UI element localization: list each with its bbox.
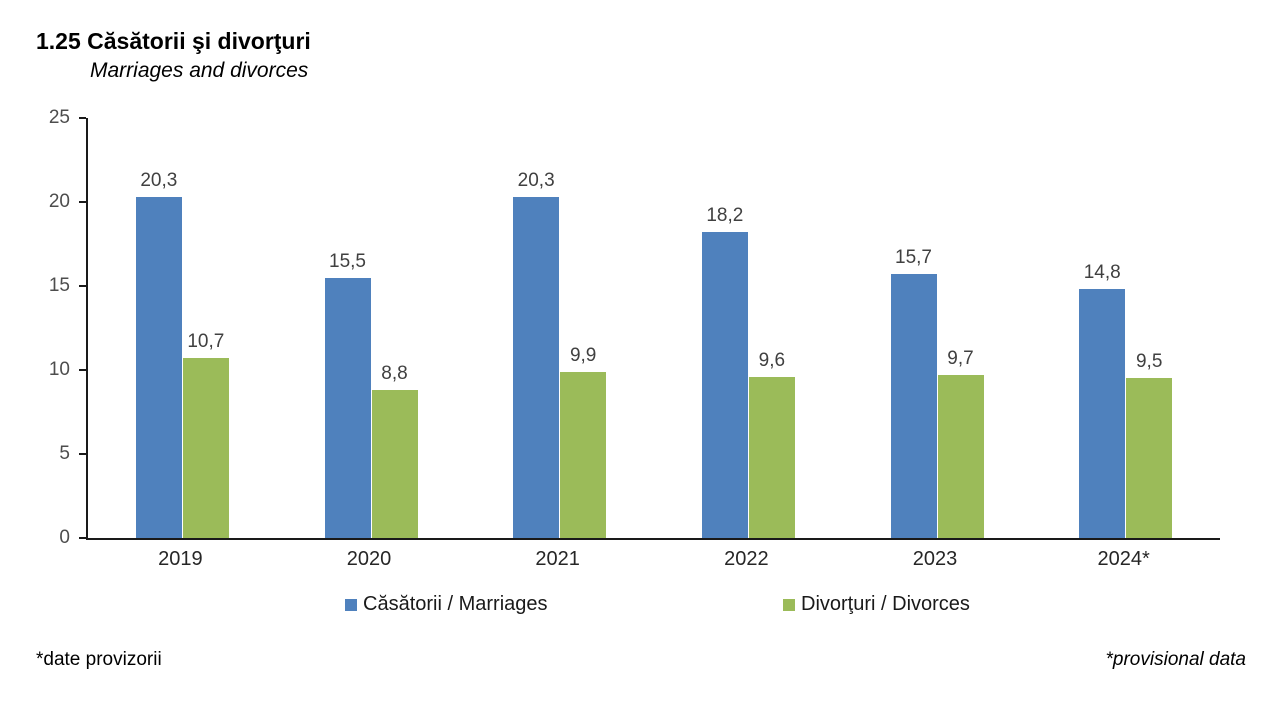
bar (937, 375, 984, 538)
y-tick-label: 20 (48, 191, 70, 212)
y-tick-mark (79, 117, 86, 119)
bar-value-label: 15,7 (895, 247, 932, 269)
bar (135, 196, 182, 538)
bar-column: 8,8 (371, 363, 418, 538)
bar (182, 358, 229, 538)
bar-column: 15,7 (890, 247, 937, 538)
plot-area: 20,3 10,7 15,5 8,8 20,3 9,9 18,2 9,6 15,7 9,7 14,8… (79, 117, 1220, 540)
x-axis-label: 2023 (912, 548, 958, 570)
bar-group-2021: 20,3 9,9 (465, 118, 654, 538)
x-axis-label: 2024* (1097, 548, 1150, 570)
bar (890, 274, 937, 538)
bar (1126, 378, 1173, 538)
bar-value-label: 9,7 (947, 348, 974, 370)
chart-subtitle: Marriages and divorces (90, 59, 309, 82)
bar (748, 376, 795, 538)
y-tick-mark (79, 285, 86, 287)
y-tick-mark (79, 201, 86, 203)
bar-column: 9,7 (937, 348, 984, 538)
bar-column: 10,7 (182, 331, 229, 538)
marriages-legend-swatch (345, 598, 357, 611)
y-tick-label: 10 (48, 359, 70, 380)
bar-value-label: 9,5 (1135, 351, 1163, 373)
bar-groups: 20,3 10,7 15,5 8,8 20,3 9,9 18,2 9,6 15,7 9,7 14,8… (88, 118, 1220, 538)
bar (371, 390, 418, 538)
bar-value-label: 15,5 (329, 250, 366, 272)
bar-group-2024: 14,8 9,5 (1031, 118, 1220, 538)
bar-column: 20,3 (513, 169, 560, 538)
y-tick-label: 5 (59, 443, 70, 464)
bar-group-2020: 15,5 8,8 (277, 118, 466, 538)
bar-value-label: 8,8 (381, 363, 408, 385)
x-axis-label: 2022 (724, 548, 769, 570)
bar-value-label: 9,6 (758, 349, 786, 371)
x-axis-label: 2021 (535, 548, 580, 570)
divorces-legend-swatch (783, 598, 795, 611)
legend-item-divorces: Divorţuri / Divorces (783, 593, 970, 616)
x-axis-labels: 2019 2020 2021 2022 2023 2024* (86, 548, 1218, 571)
x-axis-label: 2019 (158, 548, 203, 570)
bar-group-2022: 18,2 9,6 (654, 118, 843, 538)
y-tick-label: 25 (48, 107, 70, 128)
bar-value-label: 18,2 (706, 205, 744, 227)
bar-value-label: 20,3 (517, 169, 555, 191)
y-tick-mark (79, 453, 86, 455)
bar-group-2019: 20,3 10,7 (88, 118, 277, 538)
bar-column: 9,6 (748, 349, 795, 538)
y-axis-tick-labels: 0 5 10 15 20 25 (0, 107, 70, 548)
bar-value-label: 10,7 (187, 331, 225, 353)
bar-group-2023: 15,7 9,7 (843, 118, 1032, 538)
bar-column: 14,8 (1079, 262, 1126, 538)
bar-value-label: 14,8 (1083, 262, 1121, 284)
bar (560, 371, 607, 538)
chart-title: 1.25 Căsătorii şi divorţuri (36, 28, 311, 54)
bar (324, 277, 371, 538)
bar-value-label: 20,3 (140, 169, 178, 191)
legend-item-marriages: Căsătorii / Marriages (345, 593, 548, 616)
x-axis-label: 2020 (346, 548, 392, 570)
y-tick-label: 0 (59, 527, 70, 548)
marriages-legend-label: Căsătorii / Marriages (363, 593, 548, 615)
bar-column: 18,2 (701, 205, 748, 538)
y-tick-mark (79, 537, 86, 539)
bar-column: 9,9 (560, 344, 607, 538)
bar (1079, 289, 1126, 538)
bar-column: 20,3 (135, 169, 182, 538)
bar-column: 9,5 (1126, 351, 1173, 538)
y-tick-mark (79, 369, 86, 371)
footnote-provisional-en: *provisional data (1105, 649, 1246, 670)
bar (513, 196, 560, 538)
y-tick-label: 15 (48, 275, 70, 296)
divorces-legend-label: Divorţuri / Divorces (801, 593, 970, 615)
footnote-provisional-ro: *date provizorii (36, 649, 162, 670)
bar (701, 232, 748, 538)
bar-value-label: 9,9 (569, 344, 597, 366)
bar-column: 15,5 (324, 250, 371, 538)
